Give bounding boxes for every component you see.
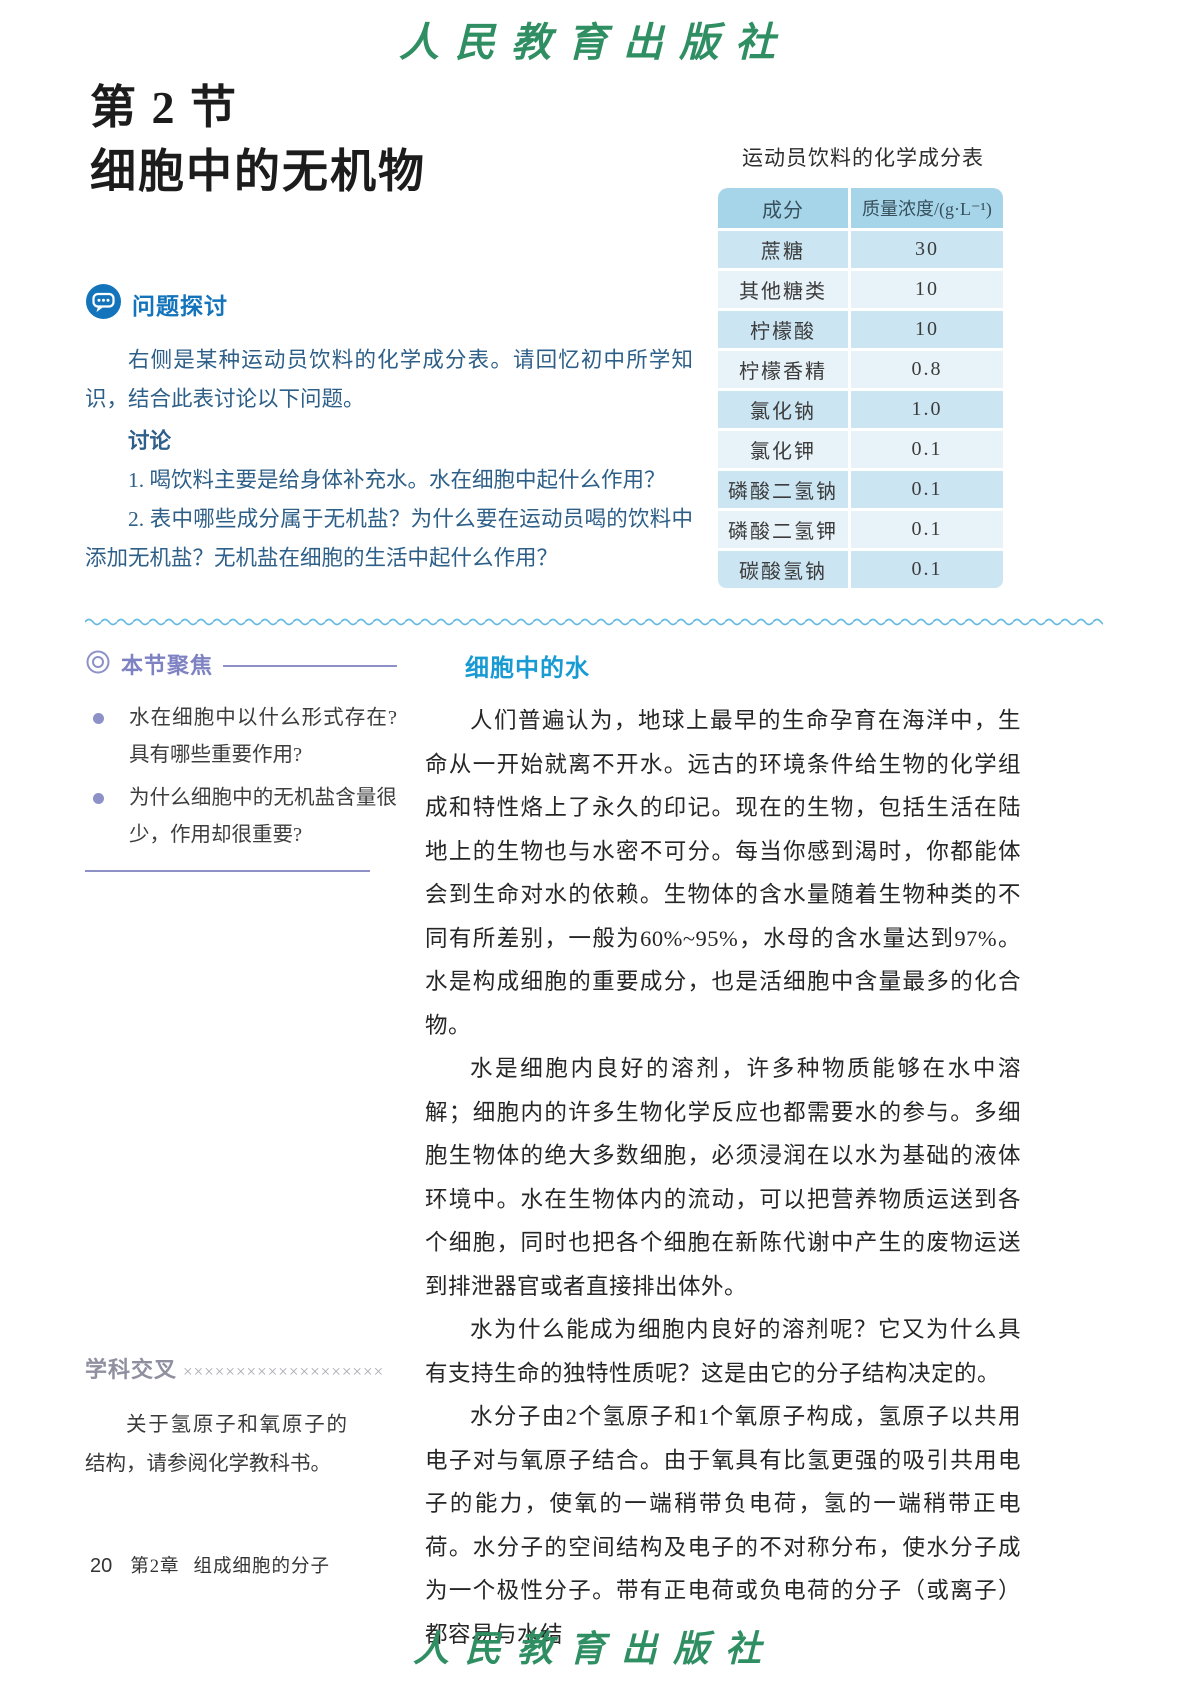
main-text-column: 细胞中的水 人们普遍认为，地球上最早的生命孕育在海洋中，生命从一开始就离不开水。… bbox=[425, 648, 1021, 1656]
table-cell: 0.1 bbox=[851, 511, 1003, 548]
table-cell: 0.1 bbox=[851, 431, 1003, 468]
focus-bottom-rule bbox=[85, 870, 370, 872]
section-focus-header: 本节聚焦 bbox=[85, 648, 397, 680]
table-cell: 0.8 bbox=[851, 351, 1003, 388]
wavy-divider bbox=[85, 614, 1103, 632]
focus-question-2: 为什么细胞中的无机盐含量很少，作用却很重要? bbox=[85, 780, 397, 854]
table-cell: 磷酸二氢钾 bbox=[718, 511, 848, 548]
drink-composition-table-block: 运动员饮料的化学成分表 成分 质量浓度/(g·L⁻¹) 蔗糖 30 其他糖类 1… bbox=[714, 142, 1012, 588]
bullet-icon bbox=[93, 793, 104, 804]
cross-discipline-title: 学科交叉 bbox=[85, 1357, 178, 1382]
table-cell: 0.1 bbox=[851, 551, 1003, 588]
problem-discussion-header: 问题探讨 bbox=[85, 283, 693, 325]
cross-discipline-text: 关于氢原子和氧原子的结构，请参阅化学教科书。 bbox=[85, 1414, 347, 1475]
focus-question-1: 水在细胞中以什么形式存在?具有哪些重要作用? bbox=[85, 700, 397, 774]
discussion-question-1: 1. 喝饮料主要是给身体补充水。水在细胞中起什么作用？ bbox=[128, 468, 666, 492]
discuss-label: 讨论 bbox=[128, 429, 172, 453]
table-cell: 30 bbox=[851, 231, 1003, 268]
section-focus-panel: 本节聚焦 水在细胞中以什么形式存在?具有哪些重要作用? 为什么细胞中的无机盐含量… bbox=[85, 648, 397, 872]
table-cell: 0.1 bbox=[851, 471, 1003, 508]
table-cell: 氯化钾 bbox=[718, 431, 848, 468]
publisher-logo-top: 人民教育出版社 bbox=[399, 19, 791, 66]
body-paragraph-4: 水分子由2个氢原子和1个氧原子构成，氢原子以共用电子对与氧原子结合。由于氧具有比… bbox=[425, 1404, 1021, 1647]
x-chain-decoration: ×××××××××××××××××××××××× bbox=[183, 1362, 385, 1381]
problem-discussion-title: 问题探讨 bbox=[132, 293, 228, 319]
page-title: 第 2 节 细胞中的无机物 bbox=[90, 76, 426, 204]
discussion-question-2: 2. 表中哪些成分属于无机盐？为什么要在运动员喝的饮料中添加无机盐？无机盐在细胞… bbox=[85, 507, 693, 570]
table-caption: 运动员饮料的化学成分表 bbox=[742, 146, 984, 170]
focus-rule bbox=[223, 665, 397, 667]
drink-composition-table: 成分 质量浓度/(g·L⁻¹) 蔗糖 30 其他糖类 10 柠檬酸 10 柠檬香… bbox=[718, 188, 1003, 588]
chapter-breadcrumb: 第2章 组成细胞的分子 bbox=[130, 1557, 331, 1577]
target-circles-icon bbox=[85, 649, 111, 680]
table-cell: 碳酸氢钠 bbox=[718, 551, 848, 588]
cross-discipline-panel: 学科交叉 ×××××××××××××××××××××××× 关于氢原子和氧原子的… bbox=[85, 1352, 385, 1484]
focus-question-list: 水在细胞中以什么形式存在?具有哪些重要作用? 为什么细胞中的无机盐含量很少，作用… bbox=[85, 700, 397, 854]
cross-discipline-header: 学科交叉 ×××××××××××××××××××××××× bbox=[85, 1352, 385, 1384]
table-cell: 柠檬酸 bbox=[718, 311, 848, 348]
page-number: 20 bbox=[90, 1555, 113, 1577]
table-cell: 10 bbox=[851, 311, 1003, 348]
problem-discussion-section: 问题探讨 右侧是某种运动员饮料的化学成分表。请回忆初中所学知识，结合此表讨论以下… bbox=[85, 283, 693, 578]
publisher-logo-bottom: 人民教育出版社 bbox=[412, 1628, 777, 1670]
table-cell: 1.0 bbox=[851, 391, 1003, 428]
table-cell: 磷酸二氢钠 bbox=[718, 471, 848, 508]
discussion-intro: 右侧是某种运动员饮料的化学成分表。请回忆初中所学知识，结合此表讨论以下问题。 bbox=[85, 348, 693, 411]
table-header-component: 成分 bbox=[718, 188, 848, 228]
body-paragraph-2: 水是细胞内良好的溶剂，许多种物质能够在水中溶解；细胞内的许多生物化学反应也都需要… bbox=[425, 1056, 1021, 1299]
bullet-icon bbox=[93, 713, 104, 724]
page-footer: 20 第2章 组成细胞的分子 bbox=[90, 1552, 330, 1578]
table-cell: 氯化钠 bbox=[718, 391, 848, 428]
section-number: 第 2 节 bbox=[90, 82, 238, 133]
body-paragraph-1: 人们普遍认为，地球上最早的生命孕育在海洋中，生命从一开始就离不开水。远古的环境条… bbox=[425, 708, 1021, 1038]
subsection-heading: 细胞中的水 bbox=[465, 655, 590, 682]
problem-discussion-body: 右侧是某种运动员饮料的化学成分表。请回忆初中所学知识，结合此表讨论以下问题。 讨… bbox=[85, 341, 693, 578]
speech-bubble-icon bbox=[85, 283, 122, 325]
table-cell: 其他糖类 bbox=[718, 271, 848, 308]
body-paragraph-3: 水为什么能成为细胞内良好的溶剂呢？它又为什么具有支持生命的独特性质呢？这是由它的… bbox=[425, 1317, 1021, 1386]
table-cell: 柠檬香精 bbox=[718, 351, 848, 388]
table-cell: 10 bbox=[851, 271, 1003, 308]
table-cell: 蔗糖 bbox=[718, 231, 848, 268]
table-header-concentration: 质量浓度/(g·L⁻¹) bbox=[851, 188, 1003, 228]
section-focus-title: 本节聚焦 bbox=[121, 653, 214, 678]
section-name: 细胞中的无机物 bbox=[90, 146, 426, 197]
